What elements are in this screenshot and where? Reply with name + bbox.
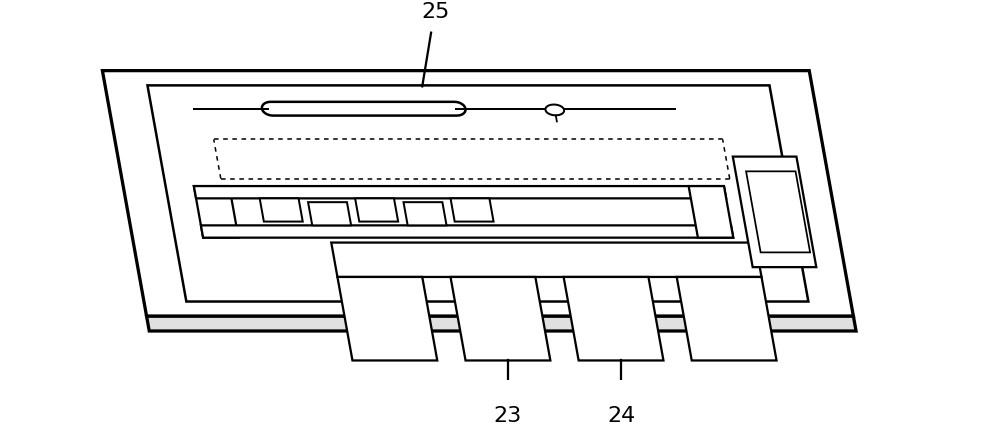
Polygon shape xyxy=(147,316,856,331)
Polygon shape xyxy=(564,277,663,360)
Polygon shape xyxy=(733,157,816,267)
Polygon shape xyxy=(260,198,303,222)
Text: 25: 25 xyxy=(421,2,450,22)
Polygon shape xyxy=(451,277,550,360)
Polygon shape xyxy=(677,277,777,360)
Polygon shape xyxy=(545,104,564,115)
Polygon shape xyxy=(194,186,238,238)
Polygon shape xyxy=(194,186,726,198)
Polygon shape xyxy=(403,202,447,225)
Polygon shape xyxy=(102,71,853,316)
Polygon shape xyxy=(331,242,762,277)
Polygon shape xyxy=(308,202,351,225)
Polygon shape xyxy=(201,225,733,238)
Text: 23: 23 xyxy=(494,407,522,423)
Polygon shape xyxy=(746,171,810,253)
Polygon shape xyxy=(147,85,808,302)
Polygon shape xyxy=(451,198,494,222)
Polygon shape xyxy=(337,277,437,360)
Text: 24: 24 xyxy=(607,407,635,423)
Polygon shape xyxy=(355,198,398,222)
Polygon shape xyxy=(262,102,466,115)
Polygon shape xyxy=(689,186,733,238)
